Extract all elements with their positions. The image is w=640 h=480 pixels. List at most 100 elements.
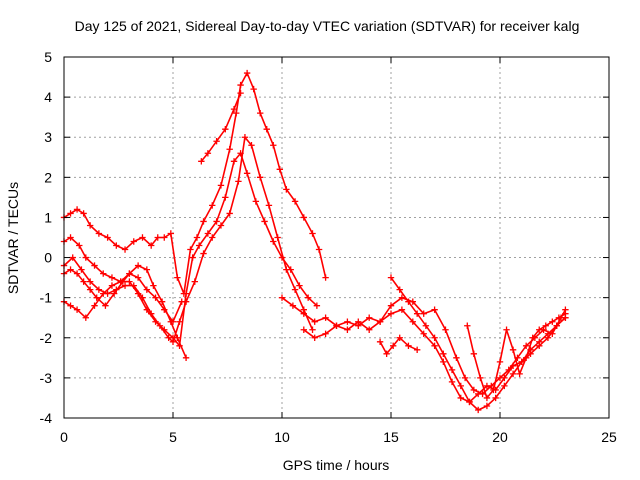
- data-point: [274, 234, 281, 241]
- data-point: [95, 286, 103, 293]
- data-point: [154, 234, 161, 241]
- data-point: [121, 282, 129, 289]
- data-point: [420, 330, 427, 337]
- data-point: [376, 318, 384, 325]
- data-point: [204, 230, 212, 237]
- data-point: [237, 89, 244, 97]
- data-point: [209, 234, 216, 241]
- x-tick-label: 25: [601, 429, 617, 445]
- data-point: [104, 234, 111, 241]
- data-point: [200, 218, 207, 225]
- data-point: [483, 402, 491, 410]
- data-point: [126, 278, 133, 285]
- data-point: [139, 234, 146, 241]
- x-tick-label: 0: [60, 429, 68, 445]
- data-point: [257, 174, 264, 181]
- data-point: [413, 346, 421, 354]
- data-point: [169, 338, 177, 345]
- data-point: [235, 178, 242, 185]
- data-point: [466, 398, 473, 406]
- data-point: [529, 334, 536, 341]
- data-point: [148, 310, 155, 317]
- data-point: [457, 382, 464, 390]
- data-point: [431, 306, 438, 313]
- data-point: [289, 302, 297, 309]
- data-point: [501, 382, 508, 390]
- data-point: [387, 274, 395, 281]
- data-point: [158, 298, 166, 305]
- data-point: [509, 346, 517, 354]
- y-tick-label: -1: [40, 290, 53, 306]
- x-tick-label: 5: [169, 429, 177, 445]
- data-point: [161, 234, 168, 241]
- data-point: [322, 330, 329, 337]
- data-point: [95, 230, 103, 237]
- data-point: [475, 406, 482, 414]
- data-point: [291, 286, 299, 293]
- data-point: [522, 342, 530, 349]
- data-point: [398, 294, 406, 301]
- data-point: [442, 326, 449, 333]
- data-point: [300, 310, 307, 317]
- data-point: [204, 150, 212, 157]
- data-point: [213, 138, 220, 145]
- chart-title: Day 125 of 2021, Sidereal Day-to-day VTE…: [75, 18, 580, 34]
- data-point: [431, 334, 438, 341]
- data-point: [376, 338, 384, 345]
- data-point: [457, 394, 464, 402]
- data-point: [311, 318, 318, 325]
- series-line: [63, 136, 314, 343]
- data-point: [315, 246, 323, 253]
- data-point: [178, 298, 185, 305]
- x-tick-label: 20: [492, 429, 508, 445]
- data-point: [344, 326, 351, 333]
- data-point: [283, 266, 290, 273]
- data-point: [143, 286, 151, 293]
- data-point: [67, 266, 74, 273]
- data-point: [67, 210, 74, 217]
- y-tick-label: 1: [44, 209, 52, 225]
- data-point: [322, 274, 329, 281]
- series-track-a: [60, 69, 329, 297]
- plot-frame: [63, 56, 610, 419]
- data-point: [420, 310, 427, 317]
- data-point: [86, 286, 94, 293]
- data-point: [453, 354, 460, 362]
- data-point: [80, 278, 87, 285]
- data-point: [492, 394, 499, 402]
- data-point: [440, 358, 447, 366]
- data-point: [187, 246, 194, 253]
- data-point: [110, 290, 118, 297]
- data-point: [553, 322, 560, 329]
- data-point: [389, 342, 397, 349]
- data-point: [167, 318, 175, 325]
- data-point: [152, 294, 159, 301]
- data-point: [241, 134, 249, 141]
- data-point: [270, 238, 277, 245]
- data-point: [67, 302, 74, 309]
- data-point: [156, 322, 164, 329]
- data-point: [82, 254, 89, 261]
- data-point: [230, 158, 238, 165]
- data-point: [108, 282, 116, 289]
- data-point: [119, 278, 127, 285]
- data-point: [209, 202, 216, 209]
- data-point: [143, 266, 151, 273]
- y-tick-labels: -4 -3 -2 -1 0 1 2 3 4 5: [40, 49, 53, 426]
- data-point: [69, 254, 76, 261]
- data-point: [536, 326, 543, 333]
- series-track-f: [198, 89, 244, 165]
- data-point: [257, 109, 264, 117]
- data-point: [488, 382, 495, 390]
- y-axis-label: SDTVAR / TECUs: [5, 182, 21, 294]
- data-point: [496, 358, 504, 366]
- x-axis-label: GPS time / hours: [283, 457, 390, 473]
- data-point: [182, 290, 190, 297]
- grid-lines: [64, 57, 609, 418]
- series-line: [466, 313, 566, 399]
- data-point: [73, 206, 81, 213]
- data-point: [440, 350, 447, 358]
- series-line: [63, 264, 187, 359]
- data-point: [477, 374, 484, 382]
